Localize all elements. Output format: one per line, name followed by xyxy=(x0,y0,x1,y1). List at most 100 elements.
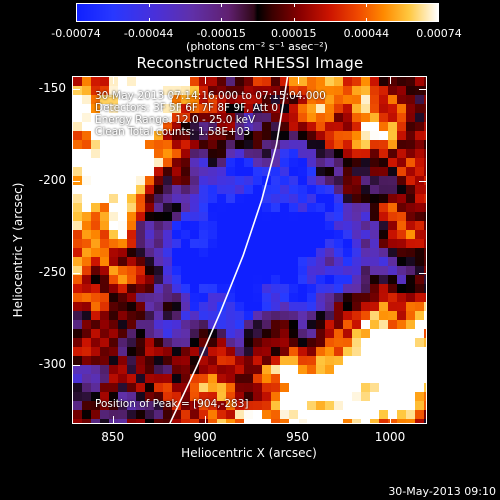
y-tick-mark xyxy=(419,365,427,367)
heatmap-cell xyxy=(154,275,164,285)
heatmap-cell xyxy=(127,347,137,357)
plot-area: 30-May-2013 07:14:16.000 to 07:15:04.000… xyxy=(72,76,427,424)
heatmap-cell xyxy=(91,140,101,150)
heatmap-cell xyxy=(415,275,425,285)
heatmap-cell xyxy=(244,257,254,267)
heatmap-cell xyxy=(298,410,308,420)
heatmap-cell xyxy=(226,203,236,213)
heatmap-cell xyxy=(172,374,182,384)
heatmap-cell xyxy=(352,374,362,384)
heatmap-cell xyxy=(235,356,245,366)
heatmap-cell xyxy=(217,203,227,213)
heatmap-cell xyxy=(235,383,245,393)
heatmap-cell xyxy=(118,356,128,366)
heatmap-cell xyxy=(199,230,209,240)
heatmap-cell xyxy=(298,122,308,132)
heatmap-cell xyxy=(289,77,299,87)
heatmap-cell xyxy=(145,311,155,321)
heatmap-cell xyxy=(361,230,371,240)
heatmap-cell xyxy=(397,212,407,222)
heatmap-cell xyxy=(118,185,128,195)
heatmap-cell xyxy=(334,158,344,168)
heatmap-cell xyxy=(136,266,146,276)
heatmap-cell xyxy=(91,131,101,141)
heatmap-cell xyxy=(406,230,416,240)
heatmap-cell xyxy=(154,248,164,258)
heatmap-cell xyxy=(154,374,164,384)
heatmap-cell xyxy=(334,221,344,231)
heatmap-cell xyxy=(136,122,146,132)
heatmap-cell xyxy=(235,320,245,330)
heatmap-cell xyxy=(397,266,407,276)
heatmap-cell xyxy=(397,356,407,366)
heatmap-cell xyxy=(217,275,227,285)
heatmap-cell xyxy=(352,77,362,87)
heatmap-cell xyxy=(424,302,426,312)
heatmap-cell xyxy=(424,320,426,330)
heatmap-cell xyxy=(82,113,92,123)
heatmap-cell xyxy=(244,212,254,222)
heatmap-cell xyxy=(388,275,398,285)
heatmap-cell xyxy=(199,167,209,177)
heatmap-cell xyxy=(334,185,344,195)
heatmap-cell xyxy=(217,311,227,321)
heatmap-cell xyxy=(379,284,389,294)
heatmap-cell xyxy=(244,203,254,213)
heatmap-cell xyxy=(289,122,299,132)
heatmap-cell xyxy=(118,248,128,258)
heatmap-cell xyxy=(172,365,182,375)
heatmap-cell xyxy=(361,257,371,267)
heatmap-cell xyxy=(307,95,317,105)
heatmap-cell xyxy=(316,401,326,411)
heatmap-cell xyxy=(379,365,389,375)
heatmap-cell xyxy=(226,239,236,249)
heatmap-cell xyxy=(73,239,83,249)
heatmap-cell xyxy=(388,113,398,123)
heatmap-cell xyxy=(424,329,426,339)
heatmap-cell xyxy=(343,320,353,330)
heatmap-cell xyxy=(397,185,407,195)
heatmap-cell xyxy=(361,365,371,375)
heatmap-cell xyxy=(190,158,200,168)
heatmap-cell xyxy=(217,167,227,177)
heatmap-cell xyxy=(352,311,362,321)
heatmap-cell xyxy=(334,140,344,150)
heatmap-cell xyxy=(280,311,290,321)
heatmap-cell xyxy=(172,194,182,204)
heatmap-cell xyxy=(73,266,83,276)
heatmap-cell xyxy=(415,311,425,321)
heatmap-cell xyxy=(343,203,353,213)
heatmap-cell xyxy=(316,257,326,267)
heatmap-cell xyxy=(388,95,398,105)
heatmap-cell xyxy=(163,374,173,384)
heatmap-cell xyxy=(280,275,290,285)
heatmap-cell xyxy=(406,167,416,177)
heatmap-cell xyxy=(100,329,110,339)
heatmap-cell xyxy=(361,419,371,423)
heatmap-cell xyxy=(262,158,272,168)
heatmap-cell xyxy=(118,401,128,411)
heatmap-cell xyxy=(307,392,317,402)
heatmap-cell xyxy=(361,356,371,366)
heatmap-cell xyxy=(334,86,344,96)
heatmap-cell xyxy=(181,185,191,195)
heatmap-cell xyxy=(280,158,290,168)
heatmap-cell xyxy=(244,158,254,168)
heatmap-cell xyxy=(370,149,380,159)
heatmap-cell xyxy=(298,302,308,312)
heatmap-cell xyxy=(118,122,128,132)
heatmap-cell xyxy=(118,311,128,321)
heatmap-cell xyxy=(424,419,426,423)
heatmap-cell xyxy=(118,203,128,213)
heatmap-cell xyxy=(208,329,218,339)
heatmap-cell xyxy=(343,77,353,87)
heatmap-cell xyxy=(217,158,227,168)
heatmap-cell xyxy=(73,212,83,222)
heatmap-cell xyxy=(343,131,353,141)
heatmap-cell xyxy=(397,392,407,402)
heatmap-cell xyxy=(325,338,335,348)
clean-counts-annotation: Clean Total counts: 1.58E+03 xyxy=(95,126,251,138)
heatmap-cell xyxy=(298,176,308,186)
colorbar-tick-mark xyxy=(221,18,223,22)
colorbar-tick-mark xyxy=(438,3,439,7)
